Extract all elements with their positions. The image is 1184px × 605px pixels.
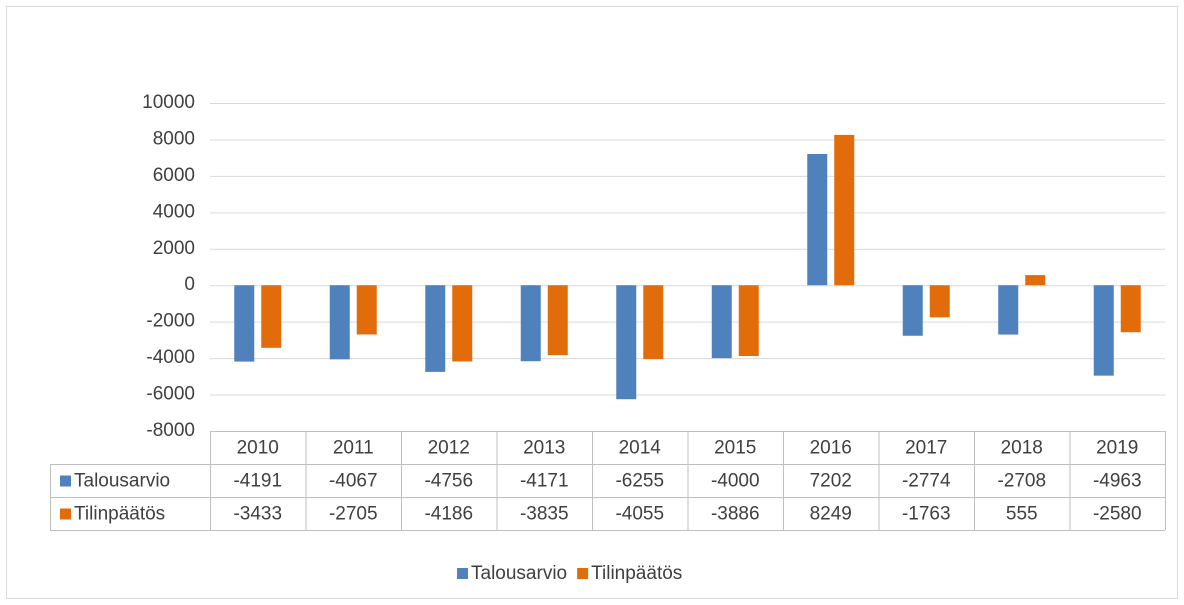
- table-row-label: Talousarvio: [74, 471, 170, 492]
- legend-key: [577, 568, 589, 579]
- bar: [834, 134, 855, 286]
- y-tick-label: -6000: [146, 384, 195, 405]
- y-tick-label: -4000: [146, 347, 195, 368]
- bar: [902, 285, 923, 336]
- legend-key: [457, 568, 468, 579]
- x-tick-label: 2018: [1001, 438, 1043, 459]
- y-tick-label: 10000: [142, 92, 195, 113]
- table-cell: 7202: [810, 471, 852, 492]
- table-cell: -1763: [902, 504, 951, 525]
- bar: [738, 285, 759, 357]
- y-tick-label: -2000: [146, 311, 195, 332]
- table-cell: -2580: [1093, 504, 1142, 525]
- table-cell: -4756: [424, 471, 473, 492]
- x-tick-label: 2017: [905, 438, 947, 459]
- bar: [1120, 285, 1141, 333]
- x-tick-label: 2013: [523, 438, 565, 459]
- bar: [643, 285, 664, 360]
- x-tick-label: 2019: [1096, 438, 1138, 459]
- bar: [234, 285, 255, 362]
- table-cell: -4000: [711, 471, 760, 492]
- legend-label: Talousarvio: [471, 563, 567, 584]
- legend-label: Tilinpäätös: [591, 563, 682, 584]
- bar: [425, 285, 446, 372]
- table-cell: 555: [1006, 504, 1038, 525]
- bar: [616, 285, 637, 400]
- bar: [1025, 275, 1046, 286]
- bar: [998, 285, 1019, 335]
- table-cell: -2708: [997, 471, 1046, 492]
- table-cell: -3886: [711, 504, 760, 525]
- x-tick-label: 2014: [619, 438, 662, 459]
- x-tick-label: 2016: [810, 438, 852, 459]
- y-tick-label: 0: [184, 274, 195, 295]
- table-cell: -4067: [329, 471, 378, 492]
- table-row-label: Tilinpäätös: [74, 504, 165, 525]
- bar: [452, 285, 473, 362]
- y-tick-label: -8000: [146, 420, 195, 441]
- table-cell: -3835: [520, 504, 569, 525]
- bar: [329, 285, 350, 360]
- table-legend-key: [60, 508, 71, 520]
- bar: [261, 285, 282, 348]
- bar: [929, 285, 950, 318]
- table-cell: -4963: [1093, 471, 1142, 492]
- bar: [520, 285, 541, 362]
- y-tick-label: 4000: [153, 201, 195, 222]
- bar: [356, 285, 377, 335]
- x-tick-label: 2015: [714, 438, 756, 459]
- bar: [1093, 285, 1114, 376]
- x-tick-label: 2012: [428, 438, 470, 459]
- x-tick-label: 2010: [237, 438, 279, 459]
- table-cell: -4186: [424, 504, 473, 525]
- bar: [807, 153, 828, 286]
- y-tick-label: 8000: [153, 128, 195, 149]
- y-tick-label: 2000: [153, 238, 195, 259]
- table-cell: -4171: [520, 471, 569, 492]
- bar: [547, 285, 568, 356]
- bar: [711, 285, 732, 359]
- table-cell: -4055: [615, 504, 664, 525]
- table-cell: -2705: [329, 504, 378, 525]
- table-cell: -2774: [902, 471, 951, 492]
- table-legend-key: [60, 475, 71, 487]
- table-cell: 8249: [810, 504, 852, 525]
- table-cell: -3433: [233, 504, 282, 525]
- table-cell: -6255: [615, 471, 664, 492]
- table-cell: -4191: [233, 471, 282, 492]
- y-tick-label: 6000: [153, 165, 195, 186]
- x-tick-label: 2011: [333, 438, 374, 459]
